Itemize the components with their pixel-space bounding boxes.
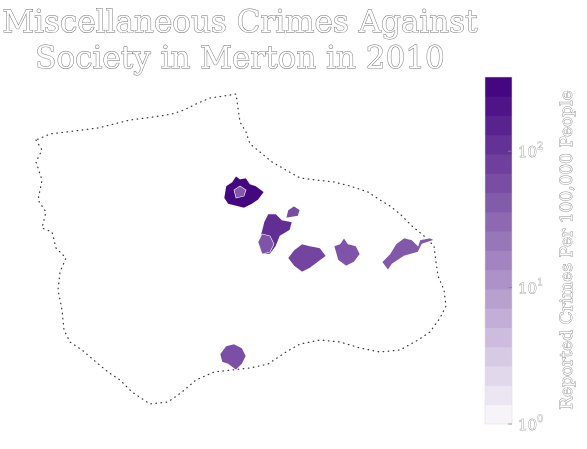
map-region	[333, 237, 361, 267]
colorbar-swatch	[485, 154, 512, 174]
map-regions	[219, 175, 435, 371]
colorbar-tick-exponent: 2	[537, 141, 543, 152]
map-region	[381, 237, 435, 271]
colorbar-swatch	[485, 366, 512, 386]
colorbar-swatch	[485, 115, 512, 136]
colorbar-swatch	[485, 77, 512, 97]
colorbar-tick-label: 10	[518, 143, 537, 161]
colorbar-swatch	[485, 308, 512, 329]
colorbar-swatch	[485, 173, 512, 194]
colorbar-swatch	[485, 385, 512, 406]
map-region	[219, 343, 247, 371]
colorbar-swatch	[485, 346, 512, 367]
colorbar-tick-exponent: 1	[537, 278, 543, 289]
colorbar-tick-label: 10	[518, 280, 537, 298]
colorbar-swatch	[485, 231, 512, 251]
colorbar-swatch	[485, 250, 512, 271]
map-title-line-1: Miscellaneous Crimes Against	[2, 4, 478, 40]
colorbar-swatch	[485, 269, 512, 290]
map-region	[233, 185, 247, 199]
colorbar-swatch	[485, 192, 512, 213]
colorbar-swatch	[485, 404, 512, 425]
borough-boundary	[35, 93, 447, 405]
map-region	[285, 205, 301, 219]
map-title-line-2: Society in Merton in 2010	[35, 40, 445, 76]
colorbar-swatches	[485, 77, 512, 425]
colorbar-swatch	[485, 96, 512, 116]
colorbar-tick-exponent: 0	[537, 414, 543, 425]
map-region	[257, 233, 275, 255]
colorbar-swatch	[485, 211, 512, 232]
colorbar-swatch	[485, 289, 512, 309]
colorbar-swatch	[485, 327, 512, 348]
map-region	[287, 243, 327, 273]
colorbar-tick-label: 10	[518, 416, 537, 434]
colorbar-swatch	[485, 134, 512, 155]
colorbar-label: Reported Crimes Per 100,000 People	[557, 90, 577, 409]
colorbar-frame	[484, 76, 513, 425]
